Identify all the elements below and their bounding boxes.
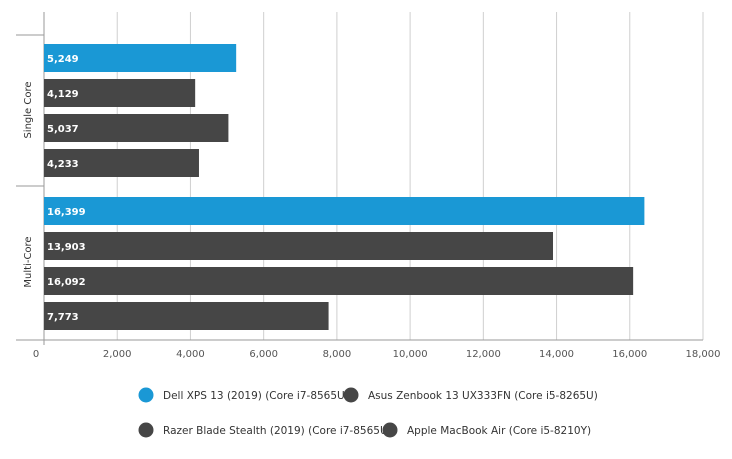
x-tick-label: 10,000	[393, 349, 428, 360]
group-label: Single Core	[23, 81, 34, 138]
bar-value-label: 16,399	[47, 207, 86, 218]
bar	[44, 79, 196, 107]
legend-entry: Apple MacBook Air (Core i5-8210Y)	[407, 425, 591, 437]
bar	[44, 114, 229, 142]
x-tick-label: 0	[33, 349, 39, 360]
legend-entry: Dell XPS 13 (2019) (Core i7-8565U)	[163, 390, 349, 402]
x-tick-label: 6,000	[249, 349, 278, 360]
bar-value-label: 16,092	[47, 277, 86, 288]
x-tick-label: 2,000	[103, 349, 132, 360]
x-tick-label: 4,000	[176, 349, 205, 360]
x-axis-ticks: 0 2,000 4,000 6,000 8,000 10,000 12,000 14,000 1…	[33, 349, 721, 360]
bar-value-label: 4,129	[47, 89, 79, 100]
group-label: Multi-Core	[23, 236, 34, 287]
x-tick-label: 14,000	[539, 349, 574, 360]
x-tick-label: 12,000	[466, 349, 501, 360]
bar-value-label: 5,037	[47, 124, 79, 135]
bar-value-label: 13,903	[47, 242, 86, 253]
bar	[44, 232, 554, 260]
legend-marker	[343, 387, 359, 403]
x-tick-label: 16,000	[612, 349, 647, 360]
bar-value-label: 4,233	[47, 159, 79, 170]
legend-marker	[382, 422, 398, 438]
bar	[44, 197, 645, 225]
x-tick-label: 18,000	[686, 349, 721, 360]
group-labels: Single Core Multi-Core	[23, 81, 34, 287]
bar-value-label: 7,773	[47, 312, 79, 323]
bar-value-label: 5,249	[47, 54, 79, 65]
legend-marker	[138, 422, 154, 438]
bar	[44, 302, 329, 330]
legend: Dell XPS 13 (2019) (Core i7-8565U) Asus Z…	[138, 387, 598, 438]
bar	[44, 44, 237, 72]
bar	[44, 149, 199, 177]
bar	[44, 267, 634, 295]
legend-marker	[138, 387, 154, 403]
x-tick-label: 8,000	[323, 349, 352, 360]
bars: 5,249 4,129 5,037 4,233 16,399 13,903 16,092 7,…	[44, 44, 645, 330]
legend-entry: Razer Blade Stealth (2019) (Core i7-8565…	[163, 425, 392, 437]
legend-entry: Asus Zenbook 13 UX333FN (Core i5-8265U)	[368, 390, 598, 402]
